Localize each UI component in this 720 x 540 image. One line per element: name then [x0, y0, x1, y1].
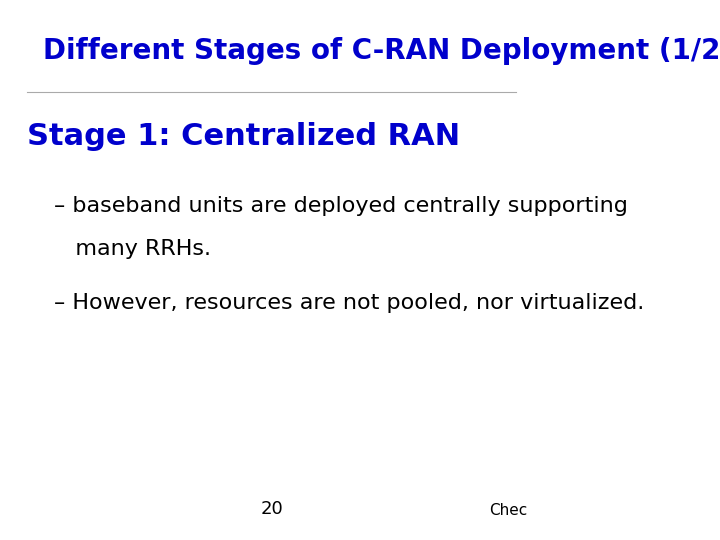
Text: Chec: Chec — [489, 503, 527, 518]
Text: many RRHs.: many RRHs. — [54, 239, 212, 259]
Text: Stage 1: Centralized RAN: Stage 1: Centralized RAN — [27, 122, 460, 151]
Text: – baseband units are deployed centrally supporting: – baseband units are deployed centrally … — [54, 196, 628, 216]
Text: 20: 20 — [260, 501, 283, 518]
Text: – However, resources are not pooled, nor virtualized.: – However, resources are not pooled, nor… — [54, 293, 644, 313]
Text: Different Stages of C-RAN Deployment (1/2): Different Stages of C-RAN Deployment (1/… — [43, 37, 720, 65]
